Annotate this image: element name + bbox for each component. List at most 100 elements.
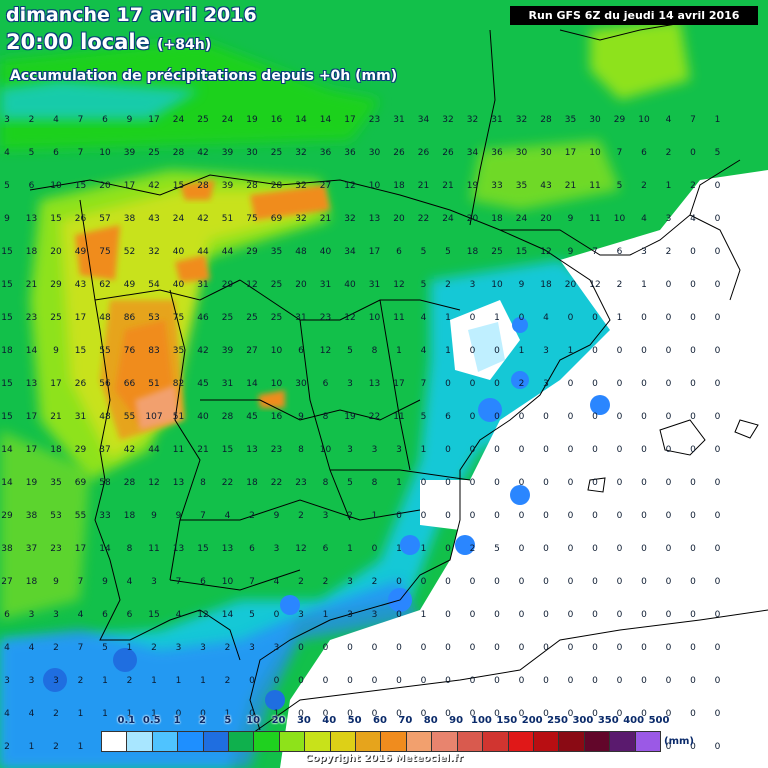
grid-value: 26 — [442, 148, 454, 158]
grid-value: 42 — [197, 346, 208, 356]
grid-value: 13 — [173, 544, 184, 554]
grid-value: 12 — [589, 280, 600, 290]
grid-value: 26 — [393, 148, 405, 158]
grid-value: 0 — [445, 643, 451, 653]
grid-value: 4 — [641, 214, 647, 224]
grid-value: 0 — [641, 412, 647, 422]
grid-value: 36 — [344, 148, 356, 158]
grid-value: 0 — [568, 412, 574, 422]
grid-value: 26 — [75, 379, 87, 389]
grid-value: 1 — [225, 709, 231, 719]
grid-value: 3 — [543, 346, 549, 356]
grid-value: 17 — [75, 313, 86, 323]
grid-value: 18 — [246, 478, 258, 488]
legend-swatch — [127, 732, 153, 751]
grid-value: 55 — [124, 412, 135, 422]
grid-value: 52 — [124, 247, 135, 257]
grid-value: 0 — [592, 709, 598, 719]
grid-value: 3 — [176, 643, 182, 653]
grid-value: 10 — [491, 280, 503, 290]
grid-value: 2 — [298, 511, 304, 521]
grid-value: 0 — [715, 379, 721, 389]
grid-value: 0 — [690, 676, 696, 686]
legend-swatch — [381, 732, 407, 751]
grid-value: 19 — [467, 181, 479, 191]
grid-value: 0 — [666, 280, 672, 290]
grid-value: 2 — [445, 280, 451, 290]
grid-value: 37 — [26, 544, 37, 554]
grid-value: 32 — [148, 247, 159, 257]
grid-value: 15 — [1, 247, 12, 257]
grid-value: 0 — [617, 478, 623, 488]
grid-value: 24 — [516, 214, 528, 224]
grid-value: 0 — [690, 379, 696, 389]
grid-value: 0 — [641, 544, 647, 554]
grid-value: 7 — [78, 577, 84, 587]
grid-value: 18 — [124, 511, 136, 521]
grid-value: 0 — [715, 643, 721, 653]
legend-threshold-label: 60 — [373, 715, 387, 726]
grid-value: 8 — [298, 445, 304, 455]
grid-value: 2 — [53, 742, 59, 752]
grid-value: 12 — [344, 313, 355, 323]
grid-value: 0 — [641, 445, 647, 455]
grid-value: 75 — [173, 313, 184, 323]
grid-value: 28 — [271, 181, 283, 191]
grid-value: 12 — [148, 478, 159, 488]
grid-value: 5 — [421, 280, 427, 290]
grid-value: 5 — [4, 181, 10, 191]
grid-value: 30 — [246, 148, 258, 158]
grid-value: 7 — [592, 247, 598, 257]
grid-value: 32 — [442, 115, 453, 125]
grid-value: 4 — [29, 643, 35, 653]
grid-value: 0 — [568, 511, 574, 521]
grid-value: 46 — [197, 313, 209, 323]
grid-value: 31 — [222, 379, 233, 389]
grid-value: 0 — [592, 577, 598, 587]
grid-value: 18 — [50, 445, 62, 455]
legend-swatch — [330, 732, 357, 751]
grid-value: 58 — [99, 478, 111, 488]
grid-value: 28 — [173, 148, 185, 158]
grid-value: 29 — [1, 511, 13, 521]
grid-value: 38 — [26, 511, 38, 521]
grid-value: 23 — [369, 115, 380, 125]
grid-value: 26 — [418, 148, 430, 158]
grid-value: 0 — [641, 577, 647, 587]
grid-value: 26 — [75, 214, 87, 224]
grid-value: 1 — [323, 610, 329, 620]
grid-value: 11 — [393, 313, 404, 323]
grid-value: 2 — [690, 181, 696, 191]
grid-value: 9 — [102, 577, 108, 587]
grid-value: 0 — [592, 445, 598, 455]
legend-threshold-label: 50 — [347, 715, 362, 726]
grid-value: 3 — [347, 610, 353, 620]
grid-value: 0 — [592, 379, 598, 389]
grid-value: 31 — [75, 412, 86, 422]
grid-value: 18 — [26, 577, 38, 587]
grid-value: 0 — [592, 346, 598, 356]
grid-value: 0 — [690, 478, 696, 488]
grid-value: 0 — [690, 643, 696, 653]
grid-value: 0 — [323, 676, 329, 686]
legend-threshold-label: 400 — [623, 715, 645, 726]
grid-value: 43 — [148, 214, 159, 224]
legend-threshold-label: 2 — [198, 715, 206, 726]
grid-value: 0 — [568, 643, 574, 653]
grid-value: 2 — [225, 643, 231, 653]
grid-value: 0 — [617, 577, 623, 587]
legend-threshold-label: 5 — [224, 715, 232, 726]
grid-value: 0 — [666, 610, 672, 620]
grid-value: 3 — [53, 610, 59, 620]
grid-value: 4 — [666, 115, 672, 125]
grid-value: 0 — [249, 709, 255, 719]
grid-value: 0 — [641, 346, 647, 356]
grid-value: 0 — [519, 643, 525, 653]
grid-value: 1 — [421, 610, 427, 620]
grid-value: 5 — [617, 181, 623, 191]
grid-value: 20 — [393, 214, 405, 224]
grid-value: 0 — [543, 643, 549, 653]
grid-value: 0 — [519, 313, 525, 323]
grid-value: 0 — [372, 676, 378, 686]
grid-value: 40 — [344, 280, 356, 290]
